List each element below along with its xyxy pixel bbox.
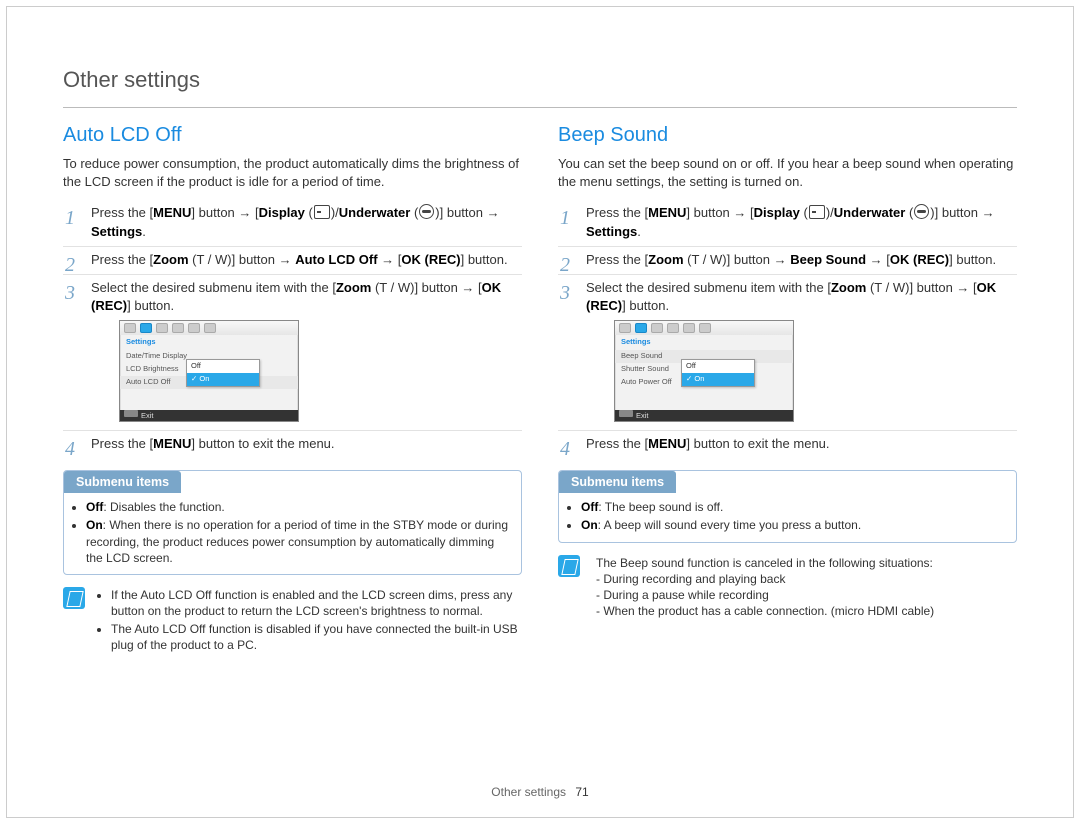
note-item: - During a pause while recording — [590, 587, 934, 603]
footer-label: Other settings — [491, 785, 566, 799]
page-number: 71 — [575, 785, 588, 799]
submenu-item: On: When there is no operation for a per… — [86, 517, 511, 566]
note-icon — [558, 555, 580, 577]
step-2: Press the [Zoom (T / W)] button → Beep S… — [558, 246, 1017, 274]
popup-off: Off — [187, 360, 259, 373]
underwater-icon — [419, 204, 434, 219]
note-item: The Auto LCD Off function is disabled if… — [111, 621, 522, 653]
submenu-tab: Submenu items — [64, 471, 181, 493]
submenu-item: On: A beep will sound every time you pre… — [581, 517, 1006, 533]
submenu-box-left: Submenu items Off: Disables the function… — [63, 470, 522, 575]
note-lead: The Beep sound function is canceled in t… — [590, 555, 934, 571]
note-item: If the Auto LCD Off function is enabled … — [111, 587, 522, 619]
lcd-tabs — [615, 321, 793, 335]
col-right: Beep Sound You can set the beep sound on… — [558, 124, 1017, 656]
heading-beep-sound: Beep Sound — [558, 124, 1017, 147]
step-4: Press the [MENU] button to exit the menu… — [63, 430, 522, 458]
divider — [63, 107, 1017, 108]
lcd-preview-left: Settings Date/Time Display LCD Brightnes… — [119, 320, 299, 422]
step-1: Press the [MENU] button → [Display ()/Un… — [558, 200, 1017, 246]
note-left: If the Auto LCD Off function is enabled … — [63, 587, 522, 656]
submenu-box-right: Submenu items Off: The beep sound is off… — [558, 470, 1017, 542]
lcd-popup: Off ✓ On — [186, 359, 260, 387]
note-item: - During recording and playing back — [590, 571, 934, 587]
popup-on: ✓ On — [187, 373, 259, 386]
col-left: Auto LCD Off To reduce power consumption… — [63, 124, 522, 656]
step-2: Press the [Zoom (T / W)] button → Auto L… — [63, 246, 522, 274]
note-item: - When the product has a cable connectio… — [590, 603, 934, 619]
columns: Auto LCD Off To reduce power consumption… — [63, 124, 1017, 656]
steps-right: Press the [MENU] button → [Display ()/Un… — [558, 200, 1017, 458]
manual-page: Other settings Auto LCD Off To reduce po… — [6, 6, 1074, 818]
page-title: Other settings — [63, 67, 1017, 93]
lcd-settings-label: Settings — [615, 335, 793, 350]
display-icon — [809, 205, 825, 219]
step-3: Select the desired submenu item with the… — [558, 274, 1017, 431]
lcd-preview-right: Settings Beep Sound Shutter Sound Auto P… — [614, 320, 794, 422]
step-4: Press the [MENU] button to exit the menu… — [558, 430, 1017, 458]
heading-auto-lcd-off: Auto LCD Off — [63, 124, 522, 147]
step-1: Press the [MENU] button → [Display ()/Un… — [63, 200, 522, 246]
popup-on: ✓ On — [682, 373, 754, 386]
submenu-item: Off: The beep sound is off. — [581, 499, 1006, 515]
lcd-popup: Off ✓ On — [681, 359, 755, 387]
note-right: The Beep sound function is canceled in t… — [558, 555, 1017, 620]
note-icon — [63, 587, 85, 609]
lcd-exit: Exit — [120, 410, 298, 421]
submenu-item: Off: Disables the function. — [86, 499, 511, 515]
lcd-tabs — [120, 321, 298, 335]
steps-left: Press the [MENU] button → [Display ()/Un… — [63, 200, 522, 458]
intro-left: To reduce power consumption, the product… — [63, 155, 522, 190]
display-icon — [314, 205, 330, 219]
step-3: Select the desired submenu item with the… — [63, 274, 522, 431]
underwater-icon — [914, 204, 929, 219]
submenu-tab: Submenu items — [559, 471, 676, 493]
page-footer: Other settings 71 — [7, 785, 1073, 799]
popup-off: Off — [682, 360, 754, 373]
intro-right: You can set the beep sound on or off. If… — [558, 155, 1017, 190]
lcd-exit: Exit — [615, 410, 793, 421]
note-body: The Beep sound function is canceled in t… — [590, 555, 934, 620]
lcd-settings-label: Settings — [120, 335, 298, 350]
